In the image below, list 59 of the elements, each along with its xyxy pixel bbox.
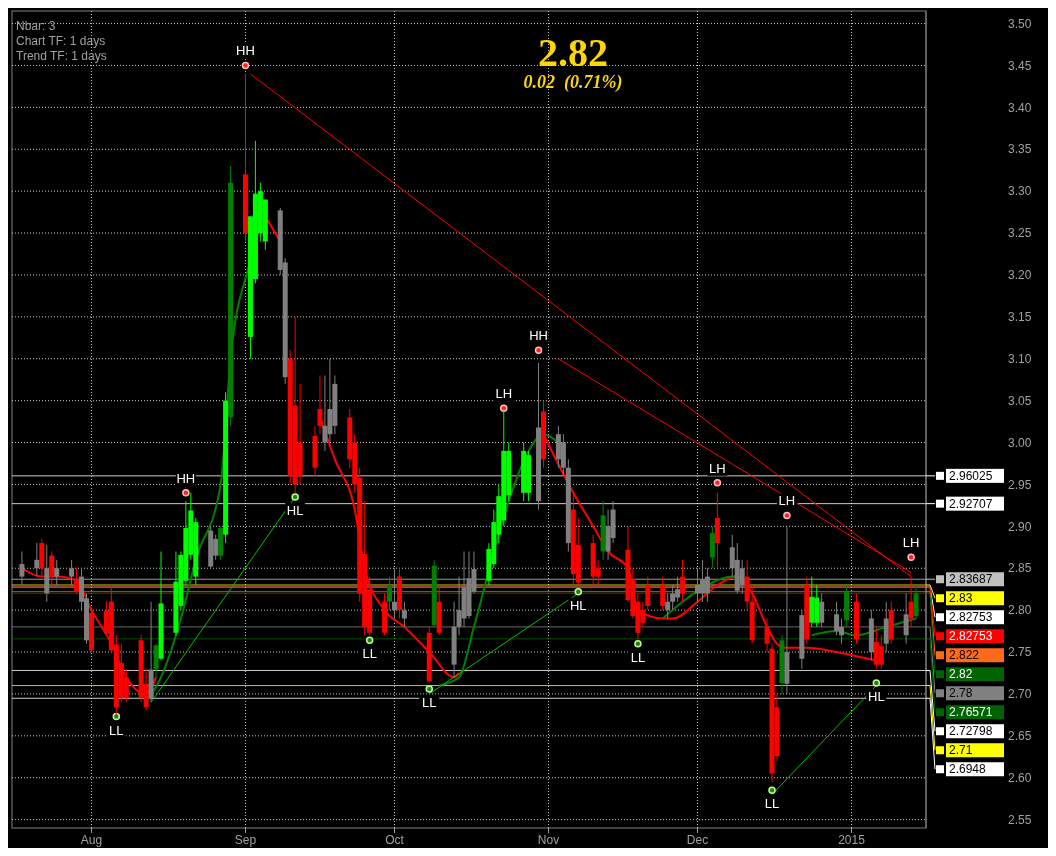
annotation: HH: [176, 470, 196, 486]
y-tick-label: 2.70: [1008, 687, 1032, 702]
ref-line-label: 2.83687: [949, 572, 993, 587]
annotation: HH: [236, 43, 255, 59]
annotation: LH: [902, 535, 920, 551]
y-tick-label: 3.25: [1008, 226, 1032, 241]
annotation: Nbar: 3: [16, 19, 56, 33]
legend-label: 2.78: [949, 686, 973, 701]
legend-label: 2.76571: [949, 705, 993, 720]
y-tick-label: 3.00: [1008, 435, 1032, 450]
x-tick-label: Nov: [537, 833, 560, 847]
ref-line-label: 2.96025: [949, 469, 993, 484]
annotation: HL: [569, 597, 587, 613]
y-tick-label: 3.35: [1008, 142, 1032, 157]
x-tick-label: Sep: [234, 833, 257, 847]
y-tick-label: 3.50: [1008, 16, 1032, 31]
annotation: Trend TF: 1 days: [16, 49, 107, 63]
y-tick-label: 2.75: [1008, 645, 1032, 660]
text: 2.82: [538, 30, 608, 75]
y-tick-label: 3.15: [1008, 310, 1032, 325]
text: 0.02 (0.71%): [523, 72, 623, 93]
y-tick-label: 2.60: [1008, 770, 1032, 785]
annotation: HH: [529, 328, 548, 344]
y-tick-label: 3.40: [1008, 100, 1032, 115]
annotation: LL: [764, 796, 780, 812]
legend-label: 2.82: [949, 667, 973, 682]
legend-label: 2.82753: [949, 610, 993, 625]
x-tick-label: Oct: [385, 833, 405, 847]
x-tick-label: 2015: [838, 833, 866, 847]
legend-label: 2.71: [949, 743, 973, 758]
annotation: LH: [495, 386, 513, 402]
y-tick-label: 3.45: [1008, 58, 1032, 73]
y-tick-label: 2.80: [1008, 603, 1032, 618]
y-tick-label: 2.85: [1008, 561, 1032, 576]
annotation: LH: [709, 460, 726, 476]
annotation: LL: [422, 694, 437, 710]
y-tick-label: 3.30: [1008, 184, 1032, 199]
annotation: LL: [630, 649, 646, 665]
y-tick-label: 3.10: [1008, 351, 1032, 366]
legend-label: 2.83: [949, 591, 973, 606]
y-tick-label: 2.65: [1008, 729, 1032, 744]
y-tick-label: 2.90: [1008, 519, 1032, 534]
legend-label: 2.822: [949, 648, 980, 663]
x-tick-label: Aug: [80, 833, 103, 847]
annotation: HL: [868, 689, 885, 705]
y-tick-label: 2.55: [1008, 812, 1032, 827]
legend-label: 2.72798: [949, 724, 993, 739]
annotation: LH: [778, 493, 796, 509]
legend-label: 2.6948: [949, 762, 987, 777]
annotation: HL: [286, 503, 304, 519]
y-tick-label: 3.20: [1008, 268, 1032, 283]
annotation: LL: [362, 646, 377, 662]
x-tick-label: Dec: [686, 833, 709, 847]
legend-label: 2.82753: [949, 629, 993, 644]
y-tick-label: 3.05: [1008, 393, 1032, 408]
annotation: LL: [109, 722, 124, 738]
y-tick-label: 2.95: [1008, 477, 1032, 492]
ref-line-label: 2.92707: [949, 496, 993, 511]
annotation: Chart TF: 1 days: [16, 34, 106, 48]
